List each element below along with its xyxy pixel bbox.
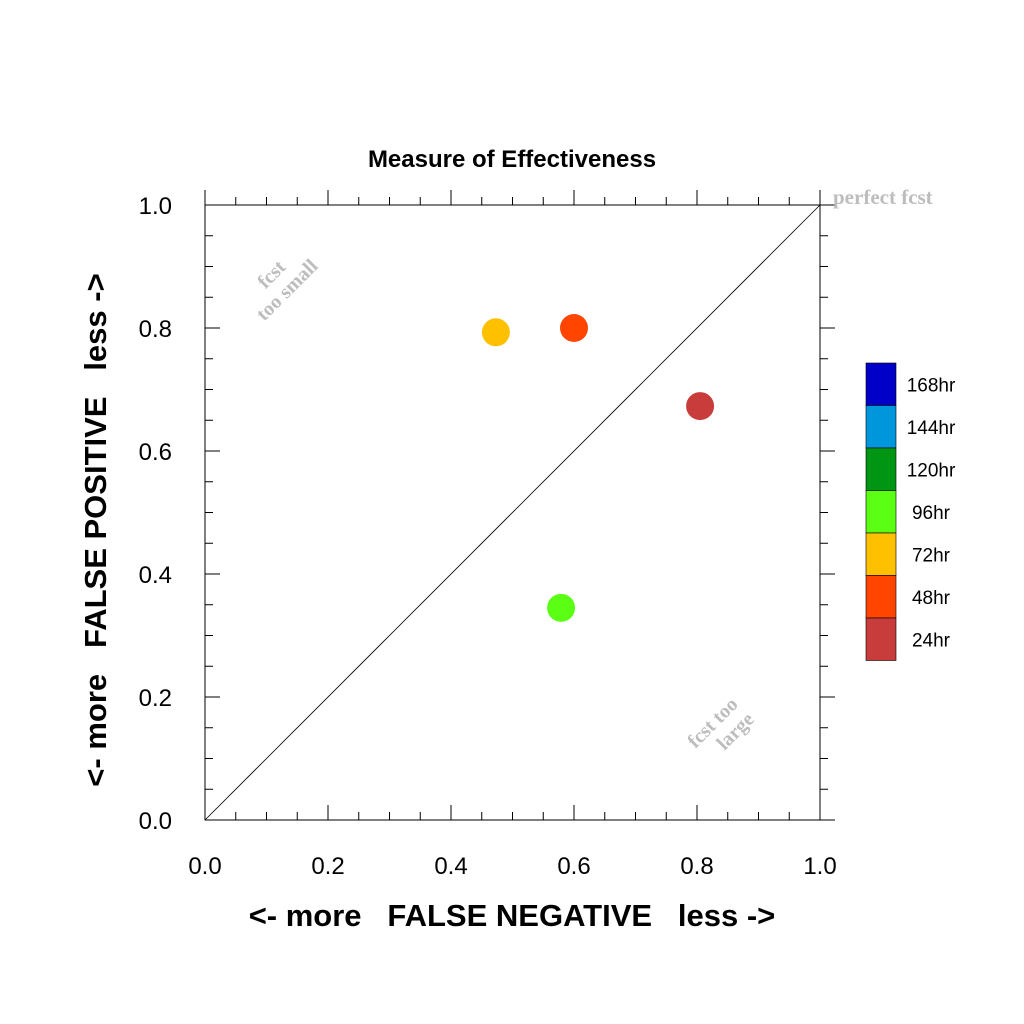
annotation-small-line2: too small [252,255,322,325]
legend-label-144hr: 144hr [907,418,956,439]
diagonal-line [204,204,821,821]
data-point-24hr [686,392,715,421]
legend-swatch-120hr [865,447,897,491]
y-tick-label: 0.8 [139,316,172,343]
y-axis-label: <- more FALSE POSITIVE less -> [78,273,113,786]
legend-label-24hr: 24hr [912,630,951,651]
legend-label-72hr: 72hr [912,545,951,566]
y-tick-label: 1.0 [139,193,172,220]
x-axis-label: <- more FALSE NEGATIVE less -> [249,898,776,933]
data-point-72hr [481,318,510,347]
x-tick-label: 0.8 [680,853,713,880]
legend-swatch-24hr [865,617,897,661]
y-tick-label: 0.6 [139,439,172,466]
data-point-96hr [547,593,576,622]
y-tick-label: 0.0 [139,808,172,835]
legend-swatch-72hr [865,532,897,576]
x-tick-labels: 0.0 0.2 0.4 0.6 0.8 1.0 [188,853,836,880]
data-point-48hr [560,314,588,342]
legend-label-120hr: 120hr [907,460,956,481]
legend-swatch-168hr [865,362,897,406]
annotation-perfect-fcst: perfect fcst [833,185,933,209]
chart-title: Measure of Effectiveness [368,146,656,173]
legend-label-48hr: 48hr [912,588,951,609]
x-tick-label: 0.2 [311,853,344,880]
legend-label-168hr: 168hr [907,375,956,396]
annotation-fcst-too-large: fcst too large [683,693,758,754]
x-tick-label: 0.4 [434,853,467,880]
y-tick-labels: 0.0 0.2 0.4 0.6 0.8 1.0 [139,193,172,835]
y-tick-label: 0.2 [139,685,172,712]
tick-marks [204,190,835,821]
annotation-fcst-too-small: fcst too small [252,255,322,325]
x-tick-label: 0.0 [188,853,221,880]
legend-swatch-48hr [865,575,897,619]
data-points [481,314,715,622]
y-tick-label: 0.4 [139,562,172,589]
legend: 168hr 144hr 120hr 96hr 72hr 48hr 24hr [865,362,956,661]
legend-swatch-144hr [865,405,897,449]
x-tick-label: 0.6 [557,853,590,880]
legend-label-96hr: 96hr [912,503,951,524]
legend-swatch-96hr [865,490,897,534]
x-tick-label: 1.0 [803,853,836,880]
